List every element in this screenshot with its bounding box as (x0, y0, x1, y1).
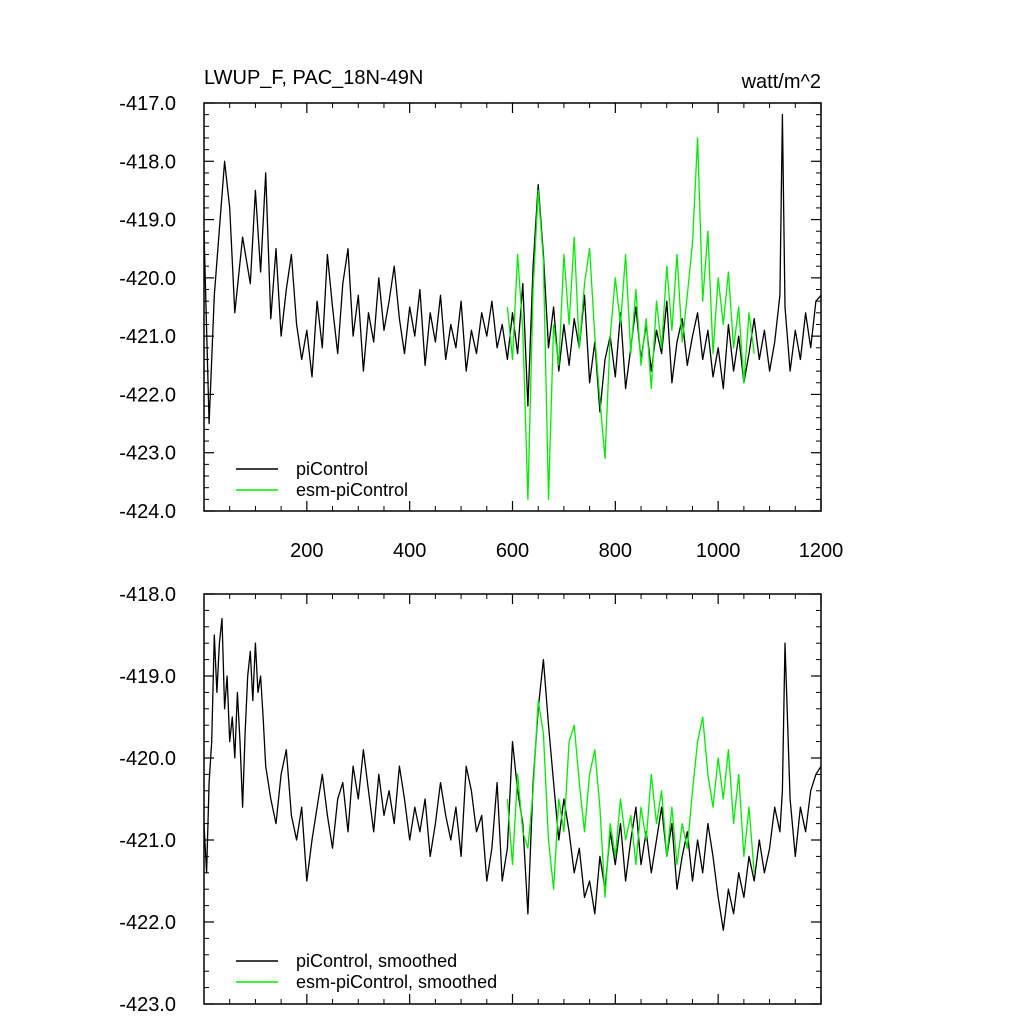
bottom-series-esm-picontrol-smoothed (506, 699, 755, 899)
top-ytick-label: -420.0 (119, 268, 176, 290)
bottom-panel-xticks (203, 594, 822, 1004)
top-ytick-label: -419.0 (119, 210, 176, 232)
bottom-panel: -423.0 -422.0 -421.0 -420.0 -419.0 -418.0 piC… (119, 584, 822, 1016)
top-panel-xticks: 200 400 600 800 1000 1200 (203, 103, 844, 562)
legend-label-esm-piControl-smoothed: esm-piControl, smoothed (296, 972, 497, 992)
top-ytick-label: -422.0 (119, 384, 176, 406)
top-xtick-label: 1000 (696, 540, 741, 562)
legend-label-piControl: piControl (296, 459, 368, 479)
bottom-ytick-label: -421.0 (119, 830, 176, 852)
bottom-panel-series (203, 617, 822, 931)
bottom-ytick-label: -419.0 (119, 666, 176, 688)
top-panel-yticks: -424.0 -423.0 -422.0 -421.0 -420.0 -419.0 -418… (119, 93, 821, 523)
bottom-ytick-label: -422.0 (119, 912, 176, 934)
top-panel-frame (203, 102, 822, 512)
bottom-ytick-label: -420.0 (119, 748, 176, 770)
bottom-ytick-label: -423.0 (119, 994, 176, 1016)
top-panel-legend: piControl esm-piControl (236, 459, 408, 500)
top-series-picontrol (203, 114, 822, 425)
top-ytick-label: -421.0 (119, 326, 176, 348)
top-ytick-label: -423.0 (119, 443, 176, 465)
top-series-esm-picontrol (506, 137, 755, 500)
top-xtick-label: 800 (599, 540, 632, 562)
bottom-panel-yticks: -423.0 -422.0 -421.0 -420.0 -419.0 -418.0 (119, 584, 821, 1016)
legend-label-piControl-smoothed: piControl, smoothed (296, 951, 457, 971)
top-xtick-label: 600 (496, 540, 529, 562)
bottom-panel-frame (203, 593, 822, 1005)
top-panel: LWUP_F, PAC_18N-49N watt/m^2 -424.0 -423.… (119, 67, 843, 562)
bottom-series-picontrol-smoothed (203, 617, 822, 931)
legend-label-esm-piControl: esm-piControl (296, 480, 408, 500)
top-xtick-label: 1200 (799, 540, 844, 562)
bottom-panel-legend: piControl, smoothed esm-piControl, smoot… (236, 951, 497, 992)
top-panel-series (203, 114, 822, 500)
top-panel-title: LWUP_F, PAC_18N-49N (204, 67, 423, 89)
top-ytick-label: -424.0 (119, 501, 176, 523)
bottom-ytick-label: -418.0 (119, 584, 176, 606)
top-xtick-label: 200 (290, 540, 323, 562)
top-ytick-label: -418.0 (119, 151, 176, 173)
top-ytick-label: -417.0 (119, 93, 176, 115)
top-xtick-label: 400 (393, 540, 426, 562)
top-panel-units: watt/m^2 (741, 71, 821, 93)
